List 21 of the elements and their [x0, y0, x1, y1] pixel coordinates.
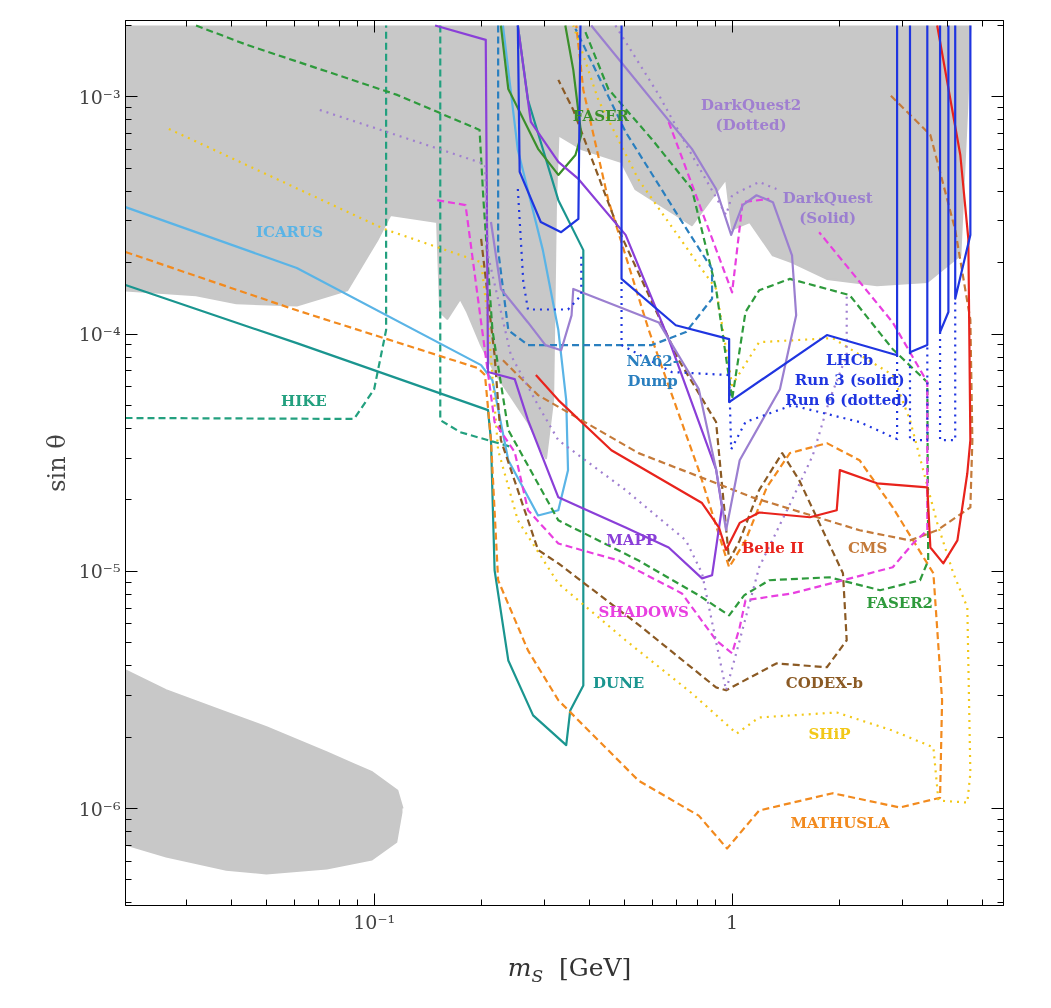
series-label: HIKE	[280, 392, 327, 411]
x-tick-label: 1	[726, 910, 739, 933]
y-tick-label: 10⁻⁵	[78, 560, 121, 583]
series-label: CODEX-b	[785, 674, 863, 693]
series-label: Belle II	[741, 539, 805, 558]
series-label: ICARUS	[255, 222, 323, 241]
series-label: DarkQuest2 (Dotted)	[700, 95, 802, 134]
series-label: DUNE	[593, 674, 645, 693]
series-label: DarkQuest (Solid)	[782, 189, 873, 227]
y-tick-label: 10⁻⁶	[78, 797, 121, 820]
x-axis-title: m$_{S}$ [GeV]	[507, 952, 632, 988]
y-tick-label: 10⁻³	[78, 85, 121, 108]
x-tick-label: 10⁻¹	[353, 910, 396, 933]
series-label: LHCb Run 3 (solid) Run 6 (dotted)	[785, 351, 909, 410]
series-label: FASER2	[866, 594, 934, 613]
series-label: SHADOWS	[598, 603, 689, 622]
y-axis-title: sin θ	[42, 434, 71, 492]
series-label: CMS	[847, 539, 888, 558]
series-label: SHiP	[808, 724, 851, 743]
y-tick-label: 10⁻⁴	[78, 323, 121, 346]
series-label: MATHUSLA	[790, 814, 890, 833]
